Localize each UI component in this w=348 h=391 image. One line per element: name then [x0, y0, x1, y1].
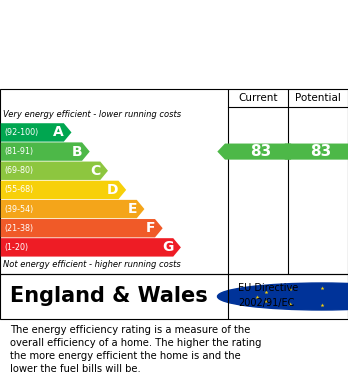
Text: The energy efficiency rating is a measure of the
overall efficiency of a home. T: The energy efficiency rating is a measur…: [10, 325, 262, 374]
Text: G: G: [162, 240, 173, 255]
Polygon shape: [1, 181, 126, 199]
Text: D: D: [107, 183, 119, 197]
Polygon shape: [217, 143, 291, 160]
Polygon shape: [277, 143, 348, 160]
Text: (81-91): (81-91): [4, 147, 33, 156]
Circle shape: [218, 283, 348, 310]
Text: EU Directive: EU Directive: [238, 283, 299, 293]
Text: F: F: [145, 221, 155, 235]
Text: Current: Current: [238, 93, 278, 103]
Text: 2002/91/EC: 2002/91/EC: [238, 298, 295, 308]
Text: England & Wales: England & Wales: [10, 287, 208, 307]
Polygon shape: [1, 200, 144, 218]
Polygon shape: [1, 123, 71, 142]
Text: 83: 83: [250, 144, 271, 159]
Text: (69-80): (69-80): [4, 166, 33, 175]
Text: B: B: [71, 145, 82, 159]
Polygon shape: [1, 161, 108, 180]
Text: (55-68): (55-68): [4, 185, 33, 194]
Text: 83: 83: [310, 144, 332, 159]
Text: Not energy efficient - higher running costs: Not energy efficient - higher running co…: [3, 260, 181, 269]
Text: (39-54): (39-54): [4, 204, 33, 213]
Text: C: C: [90, 164, 100, 178]
Text: Potential: Potential: [295, 93, 341, 103]
Text: (1-20): (1-20): [4, 243, 28, 252]
Polygon shape: [1, 238, 181, 256]
Text: Energy Efficiency Rating: Energy Efficiency Rating: [10, 37, 239, 55]
Text: E: E: [127, 202, 137, 216]
Text: A: A: [53, 126, 64, 140]
Text: (92-100): (92-100): [4, 128, 38, 137]
Polygon shape: [1, 142, 90, 161]
Polygon shape: [1, 219, 163, 237]
Text: Very energy efficient - lower running costs: Very energy efficient - lower running co…: [3, 109, 182, 118]
Text: (21-38): (21-38): [4, 224, 33, 233]
